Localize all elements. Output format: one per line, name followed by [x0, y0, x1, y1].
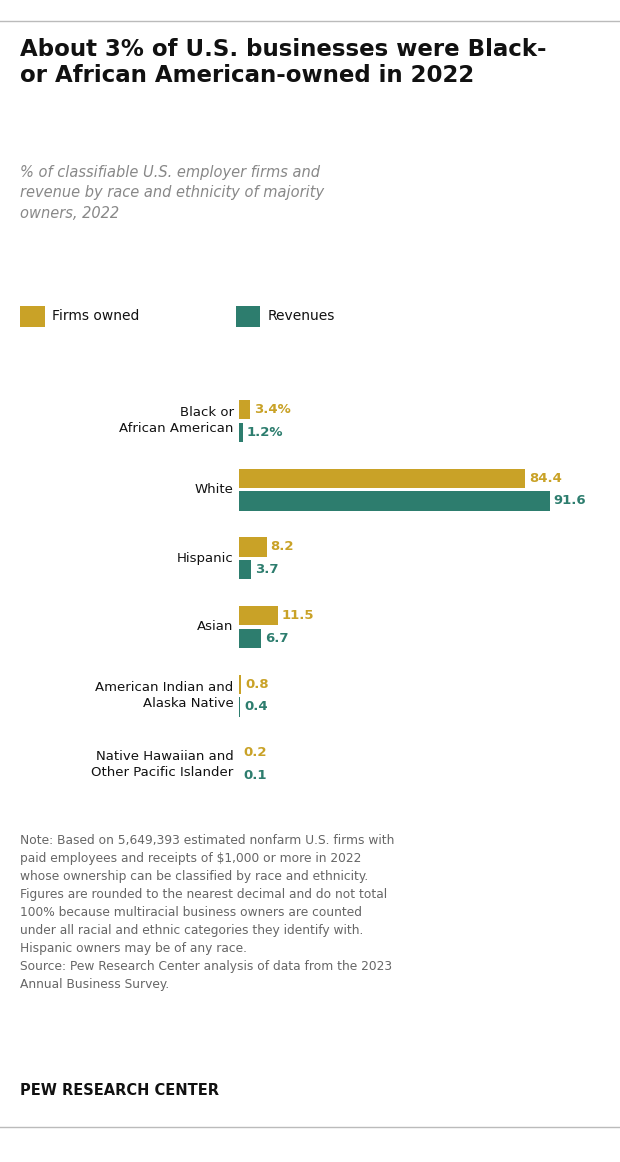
Text: 0.2: 0.2 — [244, 746, 267, 760]
Bar — [239, 492, 550, 510]
Text: Hispanic: Hispanic — [177, 552, 234, 565]
Text: Native Hawaiian and
Other Pacific Islander: Native Hawaiian and Other Pacific Island… — [91, 749, 234, 779]
Text: 84.4: 84.4 — [529, 472, 562, 485]
Text: White: White — [195, 483, 234, 496]
Text: PEW RESEARCH CENTER: PEW RESEARCH CENTER — [20, 1083, 219, 1098]
Bar — [239, 629, 262, 648]
Text: Black or
African American: Black or African American — [119, 407, 234, 436]
Text: 8.2: 8.2 — [270, 540, 294, 553]
Text: American Indian and
Alaska Native: American Indian and Alaska Native — [95, 681, 234, 710]
Text: Asian: Asian — [197, 621, 234, 633]
Text: Firms owned: Firms owned — [52, 309, 140, 323]
Text: 1.2%: 1.2% — [247, 425, 283, 439]
Text: 0.1: 0.1 — [243, 769, 267, 782]
Bar — [239, 468, 525, 488]
Text: 3.7: 3.7 — [255, 564, 279, 576]
Bar — [239, 560, 251, 579]
Text: 91.6: 91.6 — [554, 495, 587, 508]
Text: 0.4: 0.4 — [244, 701, 268, 713]
Text: Revenues: Revenues — [268, 309, 335, 323]
Text: 3.4%: 3.4% — [254, 403, 291, 416]
Text: About 3% of U.S. businesses were Black-
or African American-owned in 2022: About 3% of U.S. businesses were Black- … — [20, 38, 546, 87]
Text: Note: Based on 5,649,393 estimated nonfarm U.S. firms with
paid employees and re: Note: Based on 5,649,393 estimated nonfa… — [20, 834, 394, 991]
Bar — [239, 675, 241, 694]
Text: 11.5: 11.5 — [282, 609, 314, 622]
Text: 6.7: 6.7 — [265, 632, 289, 645]
Bar — [239, 537, 267, 557]
Text: 0.8: 0.8 — [246, 677, 269, 690]
Text: % of classifiable U.S. employer firms and
revenue by race and ethnicity of major: % of classifiable U.S. employer firms an… — [20, 165, 324, 221]
Bar — [239, 607, 278, 625]
Bar — [239, 697, 240, 717]
Bar — [239, 423, 243, 442]
Bar — [239, 400, 250, 419]
